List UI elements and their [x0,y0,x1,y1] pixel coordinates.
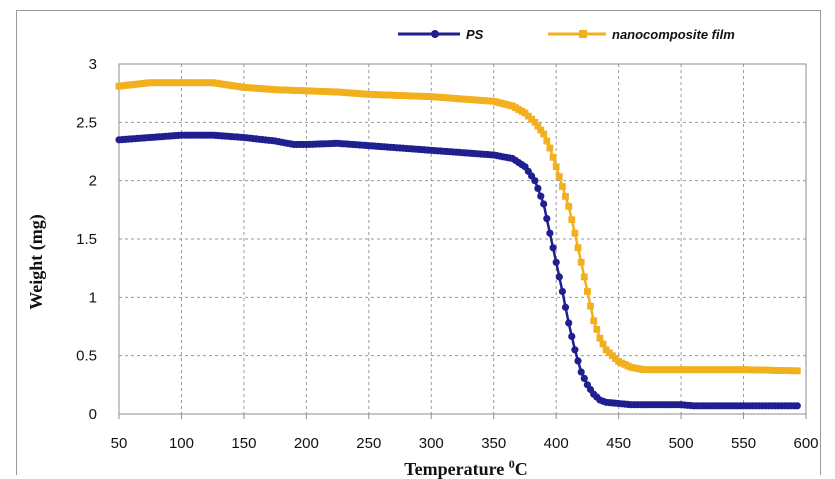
data-point [531,177,538,184]
legend-label: PS [466,27,484,42]
x-tick-label: 150 [231,435,256,452]
data-point [593,326,600,333]
data-point [556,173,563,180]
series-nanocomposite-film [116,79,801,374]
x-tick-labels: 50 100 150 200 250 300 350 400 450 500 550 600 [111,435,819,452]
legend-marker [579,30,587,38]
data-point [547,145,554,152]
data-point [565,319,572,326]
data-point [597,335,604,342]
data-point [572,230,579,237]
data-point [578,259,585,266]
legend-label: nanocomposite film [612,27,735,42]
data-point [590,317,597,324]
data-point [540,200,547,207]
legend-item-ps: PS [398,27,484,42]
data-point [574,357,581,364]
y-axis-title: Weight (mg) [26,214,47,309]
x-tick-label: 600 [793,435,818,452]
data-point [550,154,557,161]
x-tick-label: 50 [111,435,128,452]
data-point [543,215,550,222]
data-point [578,368,585,375]
data-point [553,163,560,170]
legend: PS nanocomposite film [398,27,735,42]
x-axis-title: Temperature 0C [404,457,527,479]
data-point [556,273,563,280]
data-point [568,216,575,223]
y-tick-labels: 0 0.5 1 1.5 2 2.5 3 [76,56,97,423]
x-tick-label: 100 [169,435,194,452]
grid [119,64,806,419]
data-point [553,259,560,266]
x-tick-label: 550 [731,435,756,452]
data-point [540,131,547,138]
legend-item-nanocomposite-film: nanocomposite film [548,27,735,42]
legend-marker [431,30,439,38]
data-point [581,274,588,281]
y-tick-label: 0.5 [76,348,97,365]
data-point [565,203,572,210]
data-point [571,346,578,353]
data-point [794,367,801,374]
y-tick-label: 2 [89,173,97,190]
data-point [534,185,541,192]
data-point [546,230,553,237]
data-point [559,183,566,190]
data-point [794,402,801,409]
x-tick-label: 250 [356,435,381,452]
x-tick-label: 450 [606,435,631,452]
data-point [562,193,569,200]
data-point [559,288,566,295]
x-tick-label: 300 [419,435,444,452]
x-axis-title-main: Temperature [404,459,508,479]
data-point [584,288,591,295]
y-tick-label: 2.5 [76,114,97,131]
data-point [562,304,569,311]
y-tick-label: 3 [89,56,97,73]
data-point [581,375,588,382]
y-tick-label: 1 [89,289,97,306]
data-point [568,333,575,340]
series-line [119,83,797,371]
x-axis-title-unit: C [515,459,528,479]
x-tick-label: 500 [669,435,694,452]
data-point [550,244,557,251]
y-tick-label: 1.5 [76,231,97,248]
x-tick-label: 400 [544,435,569,452]
series-layer [115,79,801,409]
x-tick-label: 200 [294,435,319,452]
data-point [537,193,544,200]
data-point [575,244,582,251]
series-line [119,135,797,406]
data-point [600,341,607,348]
y-tick-label: 0 [89,406,97,423]
x-tick-label: 350 [481,435,506,452]
data-point [543,138,550,145]
data-point [587,303,594,310]
